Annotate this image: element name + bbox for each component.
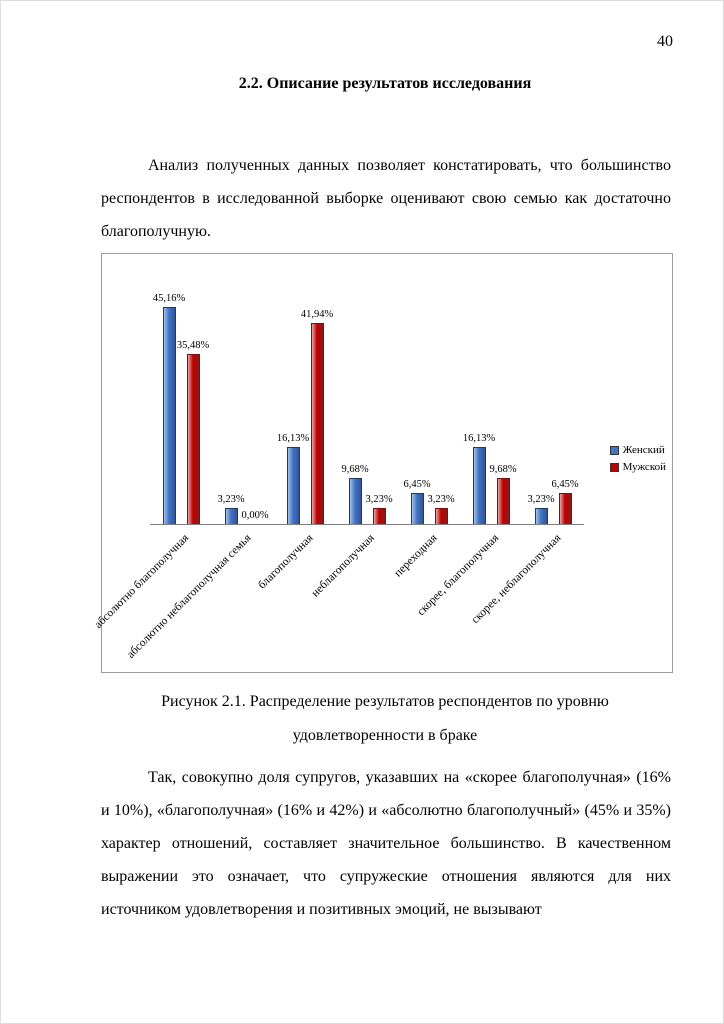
bar-Мужской xyxy=(558,493,572,524)
bar-column: 35,48% xyxy=(177,340,209,524)
bar-column: 6,45% xyxy=(403,479,431,524)
legend-swatch-male xyxy=(609,462,619,472)
bar-value-label: 16,13% xyxy=(462,433,496,444)
bar-Женский xyxy=(472,447,486,524)
figure-caption-line2: удовлетворенности в браке xyxy=(292,727,478,744)
bar-group: 16,13% 41,94% благополучная xyxy=(255,309,334,592)
figure-chart-frame: 45,16% 35,48% абсолютно благополучная 3,23%… xyxy=(92,253,673,673)
bar-Мужской xyxy=(434,508,448,524)
bar-group: 3,23% 0,00% абсолютно неблагополучная семь… xyxy=(124,494,269,661)
bar-Женский xyxy=(162,307,176,524)
legend-item-female: Женский xyxy=(609,444,666,456)
bar-column: 3,23% xyxy=(427,494,455,524)
bar-column: 45,16% xyxy=(153,293,185,524)
bar-value-label: 16,13% xyxy=(276,433,310,444)
bar-column: 16,13% xyxy=(463,433,495,524)
bar-value-label: 41,94% xyxy=(300,309,334,320)
bar-Мужской xyxy=(310,323,324,524)
paragraph-intro: Анализ полученных данных позволяет конст… xyxy=(101,157,671,240)
bar-value-label: 6,45% xyxy=(403,479,431,490)
legend-swatch-female xyxy=(609,445,619,455)
bar-Мужской xyxy=(186,354,200,524)
bar-Мужской xyxy=(496,478,510,524)
bar-column: 9,68% xyxy=(489,464,517,524)
bar-group: 45,16% 35,48% абсолютно благополучная xyxy=(92,293,210,631)
bar-value-label: 3,23% xyxy=(365,494,393,505)
section-heading: 2.2. Описание результатов исследования xyxy=(238,75,532,92)
paragraph-discussion: Так, совокупно доля супругов, указавших … xyxy=(101,769,671,918)
bar-value-label: 3,23% xyxy=(217,494,245,505)
legend-label-female: Женский xyxy=(622,444,665,456)
bar-column: 3,23% xyxy=(365,494,393,524)
bar-value-label: 6,45% xyxy=(551,479,579,490)
bar-value-label: 9,68% xyxy=(341,464,369,475)
page-number: 40 xyxy=(657,33,673,50)
bar-group: 9,68% 3,23% неблагополучная xyxy=(309,464,393,600)
bar-Женский xyxy=(348,478,362,524)
bar-Мужской xyxy=(372,508,386,524)
bar-column: 9,68% xyxy=(341,464,369,524)
bar-value-label: 3,23% xyxy=(527,494,555,505)
figure-caption-line1: Рисунок 2.1. Распределение результатов р… xyxy=(161,693,609,710)
bar-Женский xyxy=(224,508,238,524)
bar-value-label: 3,23% xyxy=(427,494,455,505)
legend-item-male: Мужской xyxy=(609,461,666,473)
legend-label-male: Мужской xyxy=(622,461,666,473)
bar-value-label: 0,00% xyxy=(241,510,269,521)
plot-area: 45,16% 35,48% абсолютно благополучная 3,23%… xyxy=(92,284,584,661)
bar-column: 3,23% xyxy=(527,494,555,524)
bar-Женский xyxy=(534,508,548,524)
bar-group: 6,45% 3,23% переходная xyxy=(391,479,455,580)
bar-group: 3,23% 6,45% скорее, неблагополучная xyxy=(469,479,579,627)
bar-value-label: 45,16% xyxy=(152,293,186,304)
bar-column: 3,23% xyxy=(217,494,245,524)
bar-column: 6,45% xyxy=(551,479,579,524)
bar-value-label: 35,48% xyxy=(176,340,210,351)
chart-legend: Женский Мужской xyxy=(609,444,666,473)
bar-Женский xyxy=(286,447,300,524)
bar-column: 16,13% xyxy=(277,433,309,524)
bar-value-label: 9,68% xyxy=(489,464,517,475)
bar-column: 41,94% xyxy=(301,309,333,524)
bar-group: 16,13% 9,68% скорее, благополучная xyxy=(415,433,517,619)
bar-Женский xyxy=(410,493,424,524)
